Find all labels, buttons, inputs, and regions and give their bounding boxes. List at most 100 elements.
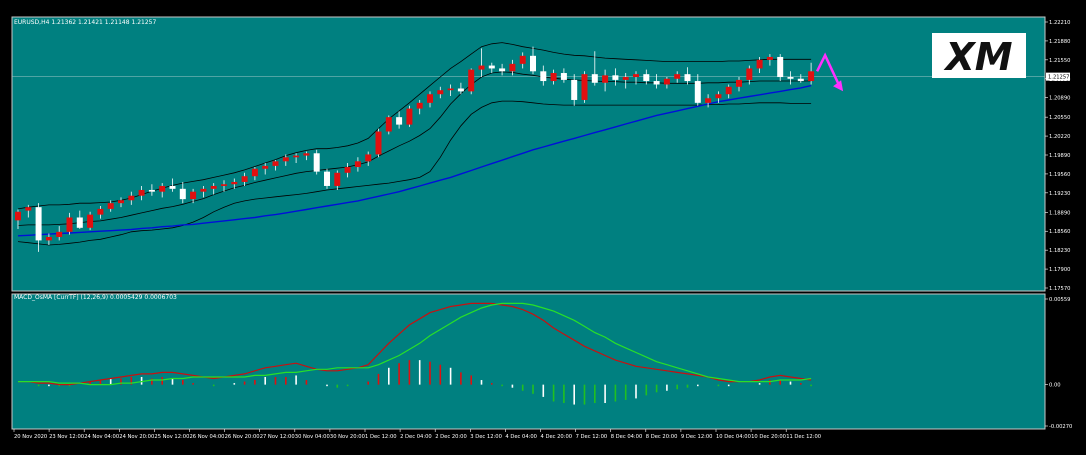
x-tick-label: 9 Dec 12:00 xyxy=(681,434,713,440)
candle-body xyxy=(344,167,351,173)
time-axis: 20 Nov 2020 23 Nov 12:00 24 Nov 04:00 24 No… xyxy=(13,429,821,440)
candle xyxy=(344,163,351,178)
candle-body xyxy=(560,73,567,80)
candle-body xyxy=(87,214,94,228)
forecast-arrow xyxy=(815,52,844,92)
candle-body xyxy=(138,189,145,196)
candle xyxy=(591,51,598,86)
candle-body xyxy=(756,59,763,69)
candle-body xyxy=(25,207,32,211)
candle-body xyxy=(457,88,464,92)
candle-body xyxy=(622,77,629,80)
candle-body xyxy=(653,81,660,85)
candle-body xyxy=(540,71,547,82)
candle-body xyxy=(313,153,320,172)
candle-body xyxy=(107,203,114,209)
x-tick-label: 10 Dec 04:00 xyxy=(716,434,751,440)
macd-green-line xyxy=(18,302,812,386)
candle-body xyxy=(427,94,433,103)
candle-body xyxy=(15,211,21,221)
candle xyxy=(447,84,454,96)
x-tick-label: 10 Dec 20:00 xyxy=(751,434,786,440)
candle-body xyxy=(633,74,639,78)
candle xyxy=(427,91,433,108)
candle-body xyxy=(725,86,732,95)
x-tick-label: 30 Nov 20:00 xyxy=(330,434,365,440)
candle-body xyxy=(251,168,258,177)
candle xyxy=(272,160,279,171)
y-tick-label: 1.17570 xyxy=(1049,286,1070,292)
y-tick-label: 1.21880 xyxy=(1049,39,1070,45)
candle-body xyxy=(591,74,598,83)
candle-body xyxy=(385,117,392,132)
candle-body xyxy=(169,185,176,189)
arrow-path xyxy=(815,52,841,86)
moving-average xyxy=(17,84,812,237)
candle xyxy=(365,151,372,166)
x-tick-label: 3 Dec 12:00 xyxy=(470,434,502,440)
candles xyxy=(15,46,815,252)
candle xyxy=(76,210,83,229)
candle xyxy=(200,185,207,198)
candle-body xyxy=(705,98,712,103)
x-tick-label: 2 Dec 04:00 xyxy=(400,434,432,440)
symbol-info: EURUSD,H4 1.21362 1.21421 1.21148 1.2125… xyxy=(14,19,156,26)
y-tick-label: 1.22210 xyxy=(1049,20,1070,26)
candle xyxy=(148,184,155,196)
candle xyxy=(684,67,691,85)
x-tick-label: 2 Dec 20:00 xyxy=(435,434,467,440)
candle xyxy=(530,46,536,75)
candle xyxy=(25,204,32,218)
macd-axis: 0.00559 0.00 -0.00270 xyxy=(1045,297,1072,430)
candle xyxy=(303,151,310,161)
candle xyxy=(56,226,63,241)
price-panel[interactable] xyxy=(11,16,1046,292)
candle xyxy=(674,71,681,83)
candle-body xyxy=(324,171,330,186)
candle xyxy=(766,54,773,66)
candle-body xyxy=(663,78,670,85)
candle-body xyxy=(406,108,413,125)
candle xyxy=(128,191,135,205)
candle-body xyxy=(303,153,310,156)
candle xyxy=(581,71,588,103)
candle-body xyxy=(375,131,382,155)
candle xyxy=(457,82,464,95)
candle-body xyxy=(262,165,269,169)
candle-body xyxy=(519,55,526,64)
bollinger-middle-line xyxy=(17,71,812,226)
candle-body xyxy=(200,188,207,192)
candle-body xyxy=(396,117,403,125)
candle-body xyxy=(56,231,63,237)
current-price-label: 1.21257 xyxy=(1048,75,1069,81)
macd-histogram xyxy=(37,360,812,405)
x-tick-label: 1 Dec 12:00 xyxy=(365,434,397,440)
candle xyxy=(705,94,712,108)
y-tick-label: 1.18230 xyxy=(1049,248,1070,254)
candle-body xyxy=(787,77,794,79)
candle xyxy=(602,69,609,92)
candle-body xyxy=(231,181,238,185)
candle-body xyxy=(66,217,73,232)
candle-body xyxy=(715,94,722,99)
candle xyxy=(633,71,639,85)
candle xyxy=(385,115,392,135)
candle-body xyxy=(550,73,557,82)
candle-body xyxy=(293,155,300,158)
candle xyxy=(653,74,660,89)
candle xyxy=(45,233,52,246)
y-tick-label: 1.18560 xyxy=(1049,229,1070,235)
candle xyxy=(66,212,73,235)
candle-body xyxy=(437,90,444,95)
macd-panel[interactable] xyxy=(11,293,1046,430)
y-tick-label: 1.19230 xyxy=(1049,191,1070,197)
candle xyxy=(643,69,650,85)
candle xyxy=(756,56,763,74)
candle xyxy=(241,172,248,186)
x-tick-label: 25 Nov 12:00 xyxy=(154,434,189,440)
candle-body xyxy=(684,74,691,82)
candle xyxy=(334,170,341,190)
candle-body xyxy=(365,154,372,162)
